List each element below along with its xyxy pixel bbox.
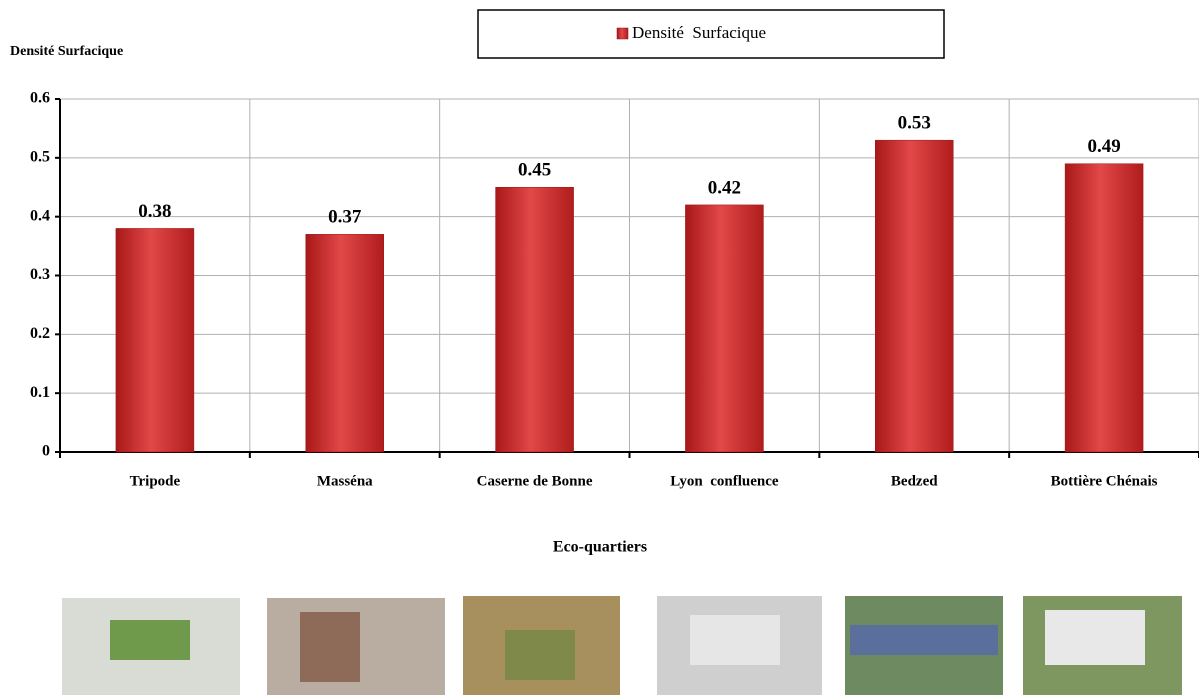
data-label: 0.53: [898, 113, 931, 134]
y-tick-label: 0.4: [30, 207, 50, 224]
legend-swatch: [616, 27, 629, 40]
x-tick-label: Tripode: [130, 473, 181, 489]
thumbnail-detail: [690, 615, 780, 665]
x-axis-title: Eco-quartiers: [553, 539, 647, 556]
bar: [495, 187, 574, 453]
y-axis-title: Densité Surfacique: [10, 44, 123, 59]
y-tick-label: 0.1: [30, 384, 50, 401]
x-tick-label: Bottière Chénais: [1051, 473, 1158, 489]
data-label: 0.42: [708, 177, 741, 198]
bar: [1064, 163, 1144, 453]
data-label: 0.45: [518, 160, 551, 181]
y-tick-label: 0: [42, 443, 50, 460]
y-tick-label: 0.5: [30, 149, 50, 166]
legend-box: [477, 9, 945, 59]
x-tick-label: Lyon confluence: [670, 473, 779, 489]
y-tick-label: 0.2: [30, 325, 50, 342]
thumbnails: [62, 596, 1182, 695]
y-tick-label: 0.6: [30, 90, 50, 107]
thumbnail-detail: [1045, 610, 1145, 665]
x-tick-label: Masséna: [317, 473, 373, 489]
thumbnail-detail: [505, 630, 575, 680]
y-tick-label: 0.3: [30, 266, 50, 283]
data-label: 0.37: [328, 207, 362, 228]
data-label: 0.38: [138, 201, 171, 222]
thumbnail-detail: [110, 620, 190, 660]
legend-label: Densité Surfacique: [632, 23, 766, 42]
bar: [305, 234, 384, 453]
x-tick-label: Caserne de Bonne: [477, 473, 593, 489]
thumbnail-detail: [850, 625, 998, 655]
bar: [115, 228, 195, 453]
bar: [685, 204, 764, 453]
x-tick-label: Bedzed: [891, 473, 938, 489]
thumbnail-detail: [300, 612, 360, 682]
data-label: 0.49: [1087, 136, 1120, 157]
bar: [875, 139, 954, 453]
